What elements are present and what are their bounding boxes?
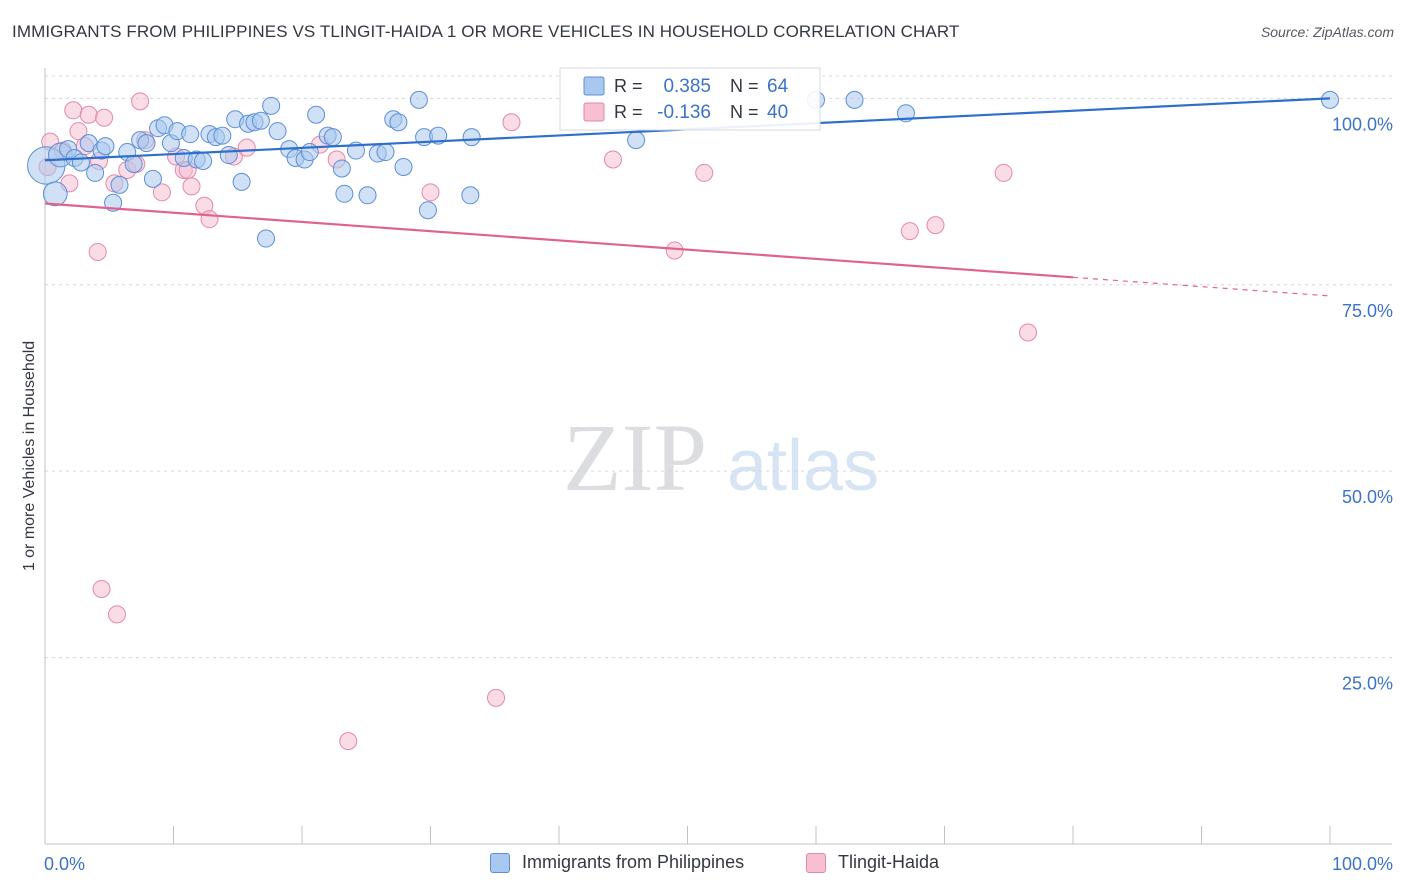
watermark: ZIP atlas bbox=[563, 404, 879, 511]
tlingit-haida-point bbox=[182, 177, 201, 196]
philippines-point bbox=[394, 157, 413, 176]
tlingit-haida-point bbox=[339, 732, 358, 751]
philippines-point bbox=[1321, 90, 1339, 109]
tlingit-haida-point bbox=[88, 242, 107, 261]
philippines-point bbox=[332, 159, 351, 178]
philippines-point bbox=[389, 113, 408, 132]
legend-item-tlingit-haida[interactable]: Tlingit-Haida bbox=[806, 852, 939, 873]
tlingit-haida-trend-extension bbox=[1072, 276, 1331, 297]
tlingit-haida-trend-line bbox=[44, 202, 1074, 279]
tlingit-haida-point bbox=[64, 101, 83, 120]
tlingit-haida-point bbox=[994, 163, 1013, 182]
philippines-point bbox=[376, 143, 395, 162]
philippines-point bbox=[300, 143, 319, 162]
y-tick-label: 75.0% bbox=[1342, 301, 1393, 321]
tlingit-haida-point bbox=[95, 108, 114, 127]
philippines-point bbox=[358, 186, 377, 205]
philippines-point bbox=[219, 146, 238, 165]
tlingit-haida-point bbox=[665, 241, 684, 260]
philippines-point bbox=[845, 90, 864, 109]
legend-swatch-philippines bbox=[583, 76, 605, 96]
legend-r-value: -0.136 bbox=[657, 102, 711, 123]
y-tick-label: 25.0% bbox=[1342, 674, 1393, 694]
legend-swatch-tlingit-haida bbox=[583, 102, 605, 122]
tlingit-haida-point bbox=[1019, 323, 1038, 342]
philippines-point bbox=[335, 184, 354, 203]
philippines-point bbox=[110, 175, 129, 194]
y-tick-label: 100.0% bbox=[1332, 114, 1393, 134]
legend-label-philippines: Immigrants from Philippines bbox=[522, 852, 745, 872]
y-tick-label: 50.0% bbox=[1342, 487, 1393, 507]
philippines-point bbox=[418, 201, 437, 220]
philippines-point bbox=[257, 229, 276, 248]
series-legend: Immigrants from Philippines Tlingit-Haid… bbox=[0, 852, 1406, 878]
tlingit-haida-point bbox=[695, 163, 714, 182]
x-tick-label: 100.0% bbox=[1332, 854, 1393, 874]
legend-r-label: R = bbox=[614, 76, 643, 96]
tlingit-haida-point bbox=[900, 222, 919, 241]
legend-r-value: 0.385 bbox=[663, 76, 711, 97]
philippines-point bbox=[268, 122, 287, 141]
tlingit-haida-point bbox=[237, 138, 256, 157]
tlingit-haida-point bbox=[603, 150, 622, 169]
legend-n-value: 40 bbox=[767, 102, 788, 123]
philippines-point bbox=[96, 137, 115, 156]
tlingit-haida-point bbox=[926, 216, 945, 235]
legend-n-label: N = bbox=[730, 76, 759, 96]
legend-n-label: N = bbox=[730, 102, 759, 122]
tlingit-haida-point bbox=[92, 579, 111, 598]
philippines-point bbox=[232, 172, 251, 191]
philippines-point bbox=[86, 163, 105, 182]
tlingit-haida-point bbox=[200, 210, 219, 229]
tlingit-haida-point bbox=[421, 183, 440, 202]
philippines-swatch bbox=[490, 852, 510, 873]
philippines-point bbox=[71, 153, 90, 172]
tlingit-haida-point bbox=[107, 605, 126, 624]
gridlines: 25.0% 50.0% 75.0% 100.0% bbox=[45, 75, 1393, 694]
philippines-point bbox=[307, 105, 326, 124]
chart-title: IMMIGRANTS FROM PHILIPPINES VS TLINGIT-H… bbox=[12, 22, 960, 41]
philippines-point bbox=[462, 128, 481, 147]
philippines-point bbox=[262, 96, 281, 115]
philippines-point bbox=[429, 126, 448, 145]
tlingit-haida-swatch bbox=[806, 852, 826, 873]
source-credit: Source: ZipAtlas.com bbox=[1260, 24, 1394, 40]
tlingit-haida-points bbox=[38, 92, 1038, 751]
philippines-point bbox=[251, 111, 270, 130]
legend-n-value: 64 bbox=[767, 76, 789, 97]
tlingit-haida-point bbox=[152, 183, 171, 202]
philippines-point bbox=[137, 134, 156, 153]
philippines-point bbox=[323, 128, 342, 147]
tlingit-haida-point bbox=[131, 92, 150, 111]
tlingit-haida-point bbox=[487, 688, 506, 707]
philippines-point bbox=[409, 90, 428, 109]
watermark-atlas: atlas bbox=[727, 426, 879, 506]
philippines-point bbox=[143, 169, 162, 188]
philippines-point bbox=[213, 126, 232, 145]
correlation-legend: R = 0.385 N = 64 R = -0.136 N = 40 bbox=[559, 67, 821, 131]
legend-item-philippines[interactable]: Immigrants from Philippines bbox=[490, 852, 744, 873]
philippines-point bbox=[124, 154, 143, 173]
tlingit-haida-point bbox=[502, 113, 521, 132]
philippines-point bbox=[461, 186, 480, 205]
x-tick-label: 0.0% bbox=[44, 854, 85, 874]
philippines-point bbox=[627, 131, 646, 150]
philippines-point bbox=[181, 125, 200, 144]
legend-label-tlingit-haida: Tlingit-Haida bbox=[838, 852, 940, 872]
tlingit-haida-point bbox=[69, 122, 88, 141]
tlingit-haida-point bbox=[79, 105, 98, 124]
philippines-point bbox=[194, 152, 213, 171]
watermark-zip: ZIP bbox=[563, 404, 707, 511]
philippines-point bbox=[42, 181, 68, 207]
legend-r-label: R = bbox=[614, 102, 643, 122]
